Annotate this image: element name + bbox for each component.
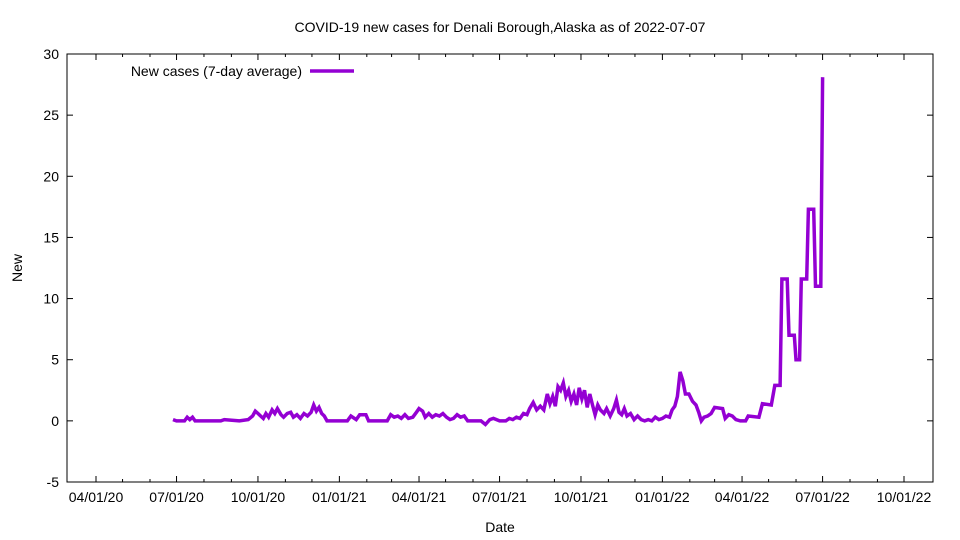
legend: New cases (7-day average) [131, 63, 354, 79]
y-tick-label: 30 [43, 46, 59, 62]
y-tick-label: 10 [43, 291, 59, 307]
x-tick-label: 04/01/22 [715, 489, 770, 505]
x-tick-label: 07/01/21 [472, 489, 527, 505]
x-tick-label: 10/01/21 [554, 489, 609, 505]
x-tick-label: 01/01/22 [635, 489, 690, 505]
plot-frame [66, 53, 934, 483]
x-tick-label: 04/01/20 [69, 489, 124, 505]
y-axis-label: New [9, 253, 25, 282]
x-tick-label: 10/01/22 [877, 489, 932, 505]
y-tick-label: 25 [43, 107, 59, 123]
x-axis: 04/01/20 07/01/20 10/01/20 01/01/21 04/01/21… [69, 54, 932, 505]
x-tick-label: 07/01/22 [795, 489, 850, 505]
series-line-0 [172, 77, 825, 427]
x-tick-label: 10/01/20 [231, 489, 286, 505]
x-tick-label: 01/01/21 [312, 489, 367, 505]
y-tick-label: 20 [43, 168, 59, 184]
x-axis-label: Date [485, 519, 515, 535]
y-tick-label: 15 [43, 229, 59, 245]
x-tick-label: 04/01/21 [392, 489, 447, 505]
y-axis: -5 0 5 10 15 20 25 30 [43, 46, 933, 490]
y-tick-label: -5 [47, 474, 60, 490]
x-tick-label: 07/01/20 [149, 489, 204, 505]
series-layer [172, 77, 825, 427]
legend-entry-label: New cases (7-day average) [131, 63, 302, 79]
chart-title: COVID-19 new cases for Denali Borough,Al… [295, 19, 706, 35]
y-tick-label: 0 [51, 413, 59, 429]
y-tick-label: 5 [51, 352, 59, 368]
